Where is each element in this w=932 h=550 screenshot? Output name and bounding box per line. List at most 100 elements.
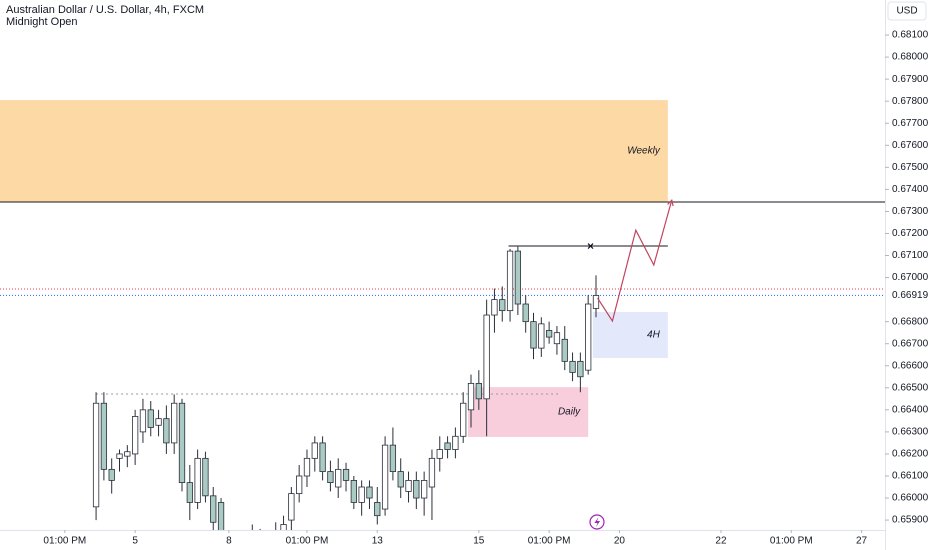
chart-title: Australian Dollar / U.S. Dollar, 4h, FXC… (6, 4, 204, 16)
candle-body (327, 471, 334, 483)
candle-body (234, 547, 239, 550)
y-tick-label: 0.66100 (892, 471, 929, 482)
candle-body (491, 299, 498, 316)
candle-body (210, 495, 217, 523)
x-tick-label: 01:00 PM (770, 536, 813, 547)
y-tick-label: 0.67900 (892, 74, 929, 85)
candle-body (273, 531, 278, 542)
candle-body (342, 468, 350, 481)
y-tick-label: 0.67300 (892, 206, 929, 217)
candle-body (303, 457, 311, 477)
y-tick-label: 0.67500 (892, 162, 929, 173)
candle-body (569, 360, 576, 373)
candle-body (467, 382, 475, 411)
candle-body (577, 360, 584, 378)
candle-body (366, 486, 373, 499)
y-tick-label: 0.66800 (892, 316, 929, 327)
y-tick-label: 0.67400 (892, 184, 929, 195)
candle-body (171, 402, 178, 444)
plot-area: Weekly 4H Daily (0, 100, 885, 550)
x-tick-label: 22 (715, 536, 727, 547)
candle-body (389, 444, 397, 472)
currency-label[interactable]: USD (896, 6, 917, 17)
candle-body (585, 303, 592, 371)
zone (592, 311, 668, 359)
candle-body (116, 453, 123, 459)
candle-body (92, 402, 100, 508)
candle-body (374, 502, 381, 517)
candle-body (405, 479, 412, 492)
last-price-tag (886, 287, 932, 304)
x-tick-label: 27 (856, 536, 868, 547)
currency-button[interactable] (887, 1, 927, 21)
y-tick-label: 0.67800 (892, 96, 929, 107)
y-tick-label: 0.66300 (892, 427, 929, 438)
y-tick-label: 0.65900 (892, 515, 929, 526)
x-tick-label: 20 (614, 536, 626, 547)
candle-body (250, 538, 255, 550)
x-tick-label: 8 (226, 536, 232, 547)
candle-body (530, 321, 537, 349)
zone-label: 4H (647, 330, 661, 341)
candle-body (335, 468, 342, 488)
candle-body (452, 435, 459, 450)
candle-body (131, 416, 139, 455)
indicator-name: Midnight Open (6, 16, 78, 28)
candle-body (428, 457, 436, 488)
candle-body (397, 471, 404, 488)
y-tick-label: 0.68000 (892, 52, 929, 63)
projection-arrow (667, 198, 674, 207)
zone-label: Weekly (627, 146, 661, 157)
candle-body (522, 303, 529, 323)
x-tick-label: 01:00 PM (528, 536, 571, 547)
candle-body (561, 338, 568, 362)
y-tick-label: 0.68100 (892, 30, 929, 41)
x-tick-label: 01:00 PM (286, 536, 329, 547)
y-tick-label: 0.66000 (892, 493, 929, 504)
candle-body (280, 524, 287, 530)
candle-body (100, 402, 108, 470)
candle-body (506, 250, 514, 312)
candle-body (460, 402, 467, 437)
zone (0, 100, 668, 202)
candle-body (483, 314, 490, 400)
projection-path (597, 200, 673, 323)
y-tick-label: 0.67600 (892, 140, 929, 151)
candle-body (108, 468, 115, 481)
candle-body (499, 299, 506, 312)
candle-body (257, 538, 262, 547)
candle-body (139, 409, 147, 433)
x-tick-label: 5 (132, 536, 138, 547)
y-tick-label: 0.66600 (892, 360, 929, 371)
y-tick-label: 0.66400 (892, 404, 929, 415)
candle-body (296, 475, 303, 495)
candle-body (413, 479, 420, 499)
y-tick-label: 0.66200 (892, 449, 929, 460)
x-tick-label: 13 (372, 536, 384, 547)
candle-body (319, 442, 326, 472)
candle-body (194, 457, 201, 503)
y-tick-label: 0.67000 (892, 272, 929, 283)
zone-label: Daily (558, 407, 581, 418)
candle-body (311, 442, 318, 459)
lightning-icon[interactable] (589, 514, 605, 530)
candle-body (288, 493, 295, 521)
y-tick-label: 0.66500 (892, 382, 929, 393)
candle-body (155, 418, 162, 426)
candle-body (265, 542, 270, 546)
y-tick-label: 0.67700 (892, 118, 929, 129)
candle-body (475, 382, 482, 400)
x-tick-label: 15 (473, 536, 485, 547)
candle-body (436, 449, 443, 459)
candle-body (421, 479, 428, 499)
candle-body (186, 482, 193, 503)
candle-body (358, 486, 365, 503)
candle-body (444, 442, 451, 450)
sweep-marker (587, 243, 594, 249)
candle-body (242, 547, 247, 550)
x-tick-label: 01:00 PM (43, 536, 86, 547)
candle-body (124, 451, 131, 457)
candle-body (202, 457, 209, 497)
candle-body (163, 418, 170, 444)
